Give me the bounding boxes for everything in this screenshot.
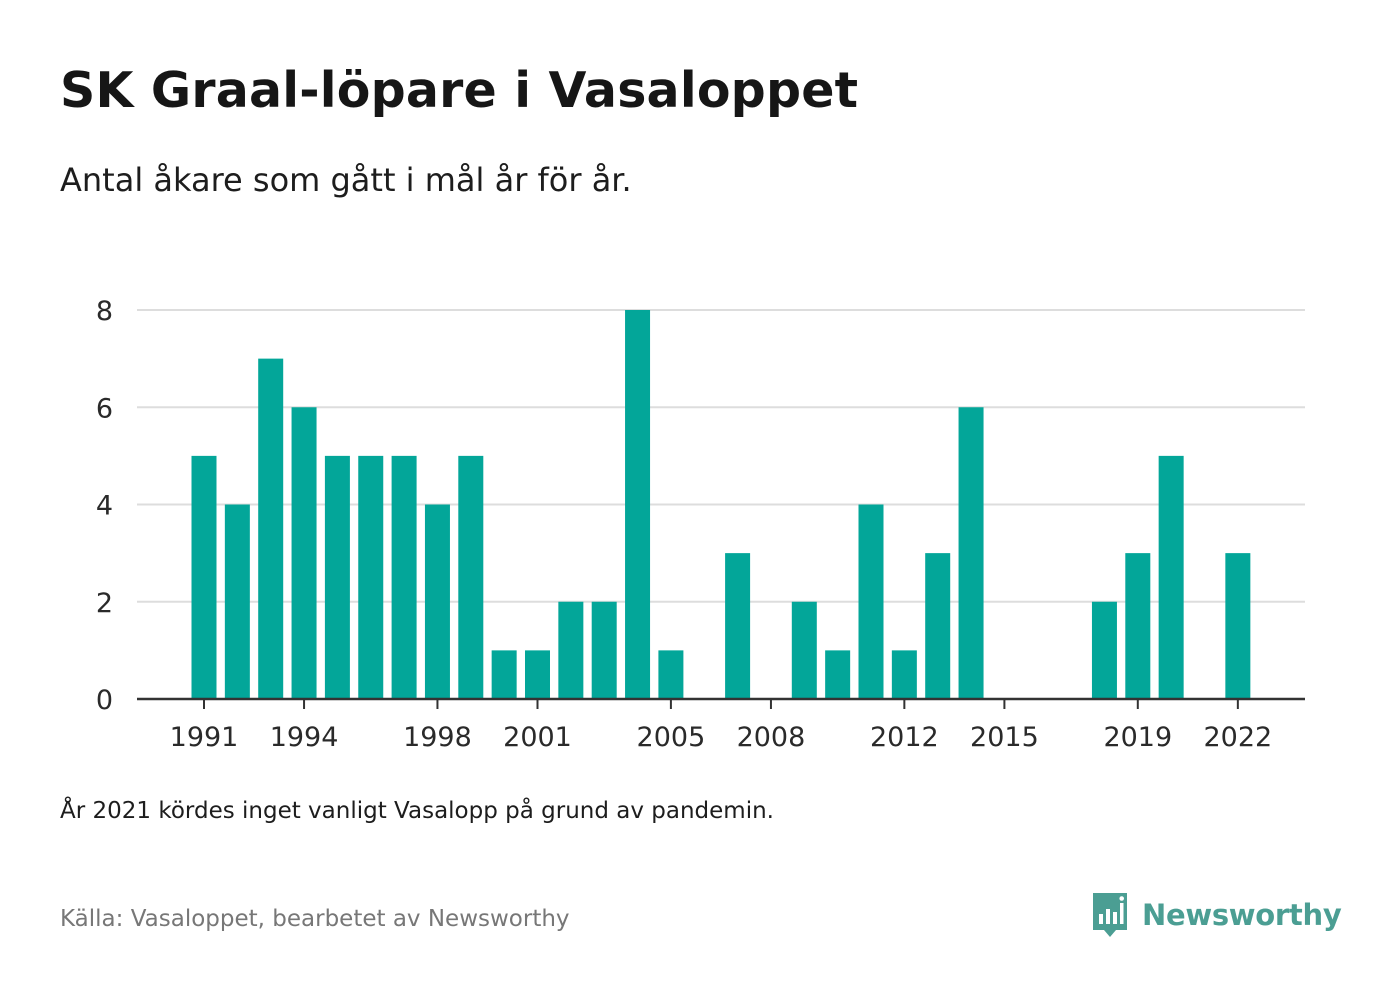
x-tick-label: 2005 bbox=[637, 722, 706, 753]
bar-2019 bbox=[1125, 553, 1151, 699]
bar-1994 bbox=[291, 407, 317, 699]
y-tick-label: 6 bbox=[96, 393, 113, 424]
x-tick-label: 1994 bbox=[270, 722, 339, 753]
bar-1999 bbox=[458, 455, 484, 699]
bar-2013 bbox=[925, 553, 951, 699]
x-tick-label: 2015 bbox=[970, 722, 1039, 753]
x-tick-label: 1998 bbox=[403, 722, 472, 753]
brand-name: Newsworthy bbox=[1142, 898, 1342, 932]
bar-2022 bbox=[1225, 553, 1251, 699]
bar-2000 bbox=[491, 650, 517, 699]
bar-2010 bbox=[825, 650, 851, 699]
bar-2014 bbox=[958, 407, 984, 699]
bars bbox=[191, 310, 1251, 699]
bar-1992 bbox=[224, 504, 250, 699]
bar-2020 bbox=[1158, 455, 1184, 699]
bar-1991 bbox=[191, 455, 217, 699]
bar-2001 bbox=[525, 650, 550, 699]
chart-subtitle: Antal åkare som gått i mål år för år. bbox=[60, 161, 632, 199]
bar-1993 bbox=[258, 358, 284, 699]
bar-2003 bbox=[591, 601, 617, 699]
x-tick-label: 2008 bbox=[737, 722, 806, 753]
bar-2018 bbox=[1091, 601, 1117, 699]
chart-note: År 2021 kördes inget vanligt Vasalopp på… bbox=[60, 798, 774, 824]
bar-1995 bbox=[324, 455, 350, 699]
x-tick-label: 1991 bbox=[170, 722, 239, 753]
bar-2009 bbox=[791, 601, 817, 699]
bar-1997 bbox=[391, 455, 417, 699]
bar-1998 bbox=[424, 504, 450, 699]
x-tick-label: 2022 bbox=[1203, 722, 1272, 753]
y-tick-label: 8 bbox=[96, 296, 113, 327]
bar-2004 bbox=[625, 310, 651, 699]
chart-title: SK Graal-löpare i Vasaloppet bbox=[60, 62, 859, 119]
x-tick-label: 2012 bbox=[870, 722, 939, 753]
axes: 0 2 4 6 8 1991 1994 1998 2001 2005 2008 2012 2015 201… bbox=[96, 296, 1305, 753]
newsworthy-logo-icon bbox=[1093, 893, 1127, 937]
bar-2002 bbox=[558, 601, 584, 699]
bar-2005 bbox=[658, 650, 684, 699]
x-tick-label: 2019 bbox=[1103, 722, 1172, 753]
x-tick-label: 2001 bbox=[503, 722, 572, 753]
bar-2011 bbox=[858, 504, 884, 699]
bar-1996 bbox=[358, 455, 384, 699]
bar-2012 bbox=[891, 650, 917, 699]
y-tick-label: 2 bbox=[96, 588, 113, 619]
y-tick-label: 0 bbox=[96, 685, 113, 716]
bar-2007 bbox=[725, 553, 751, 699]
source-text: Källa: Vasaloppet, bearbetet av Newswort… bbox=[60, 906, 570, 932]
y-tick-label: 4 bbox=[96, 491, 113, 522]
newsworthy-brand: Newsworthy bbox=[1090, 890, 1342, 940]
